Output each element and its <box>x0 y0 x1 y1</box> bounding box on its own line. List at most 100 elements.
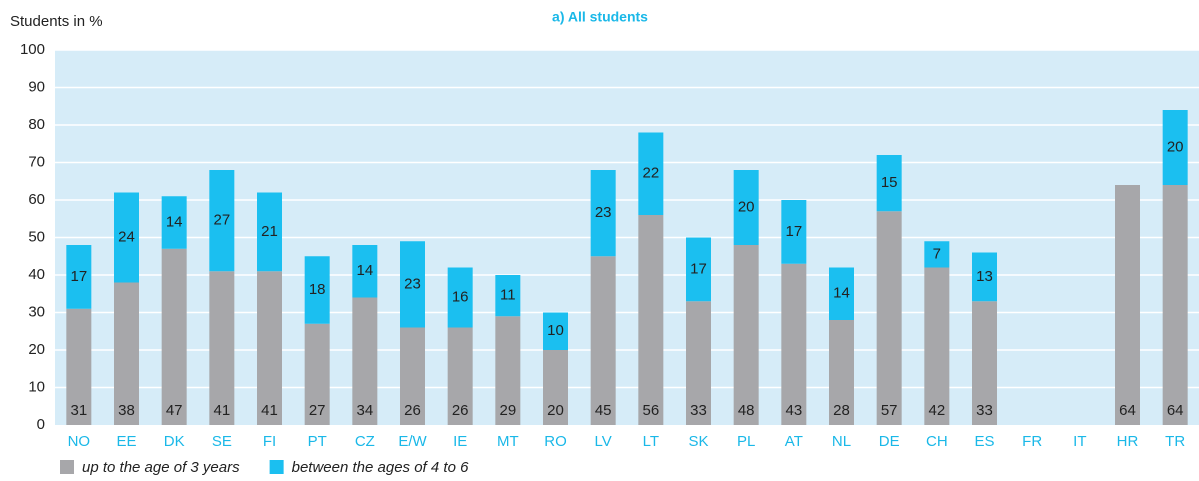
data-label: 20 <box>547 402 564 419</box>
bar-segment <box>924 241 950 268</box>
data-label: 26 <box>404 402 421 419</box>
data-label: 45 <box>595 402 612 419</box>
x-tick-label: AT <box>785 433 803 450</box>
bar-segment <box>495 275 521 317</box>
chart-title: a) All students <box>552 9 648 25</box>
y-tick-label: 40 <box>28 266 45 283</box>
x-tick-label: IT <box>1073 433 1086 450</box>
data-label: 27 <box>309 402 326 419</box>
bar-segment <box>257 192 282 272</box>
bar-segment <box>114 282 139 425</box>
data-label: 24 <box>118 228 135 245</box>
data-label: 64 <box>1167 402 1184 419</box>
legend-label: up to the age of 3 years <box>82 459 240 476</box>
data-label: 10 <box>547 322 564 339</box>
y-axis-label: Students in % <box>10 13 103 30</box>
bar-segment <box>543 350 568 425</box>
bar-segment <box>781 263 807 425</box>
bar-segment <box>590 170 616 257</box>
data-label: 57 <box>881 402 898 419</box>
data-label: 17 <box>70 268 87 285</box>
data-label: 42 <box>928 402 945 419</box>
y-tick-label: 100 <box>20 41 45 58</box>
data-label: 23 <box>404 275 421 292</box>
data-label: 28 <box>833 402 850 419</box>
x-tick-label: NL <box>832 433 851 450</box>
bar-segment <box>876 211 902 425</box>
bar-segment <box>686 301 711 425</box>
bar-segment <box>400 327 425 425</box>
x-tick-label: SE <box>212 433 232 450</box>
x-tick-label: SK <box>688 433 708 450</box>
data-label: 14 <box>356 262 373 279</box>
data-label: 14 <box>166 213 183 230</box>
bar-segment <box>161 196 187 249</box>
x-tick-label: CH <box>926 433 948 450</box>
data-label: 34 <box>356 402 373 419</box>
x-tick-label: FI <box>263 433 276 450</box>
data-label: 14 <box>833 285 850 302</box>
data-label: 33 <box>976 402 993 419</box>
bar-segment <box>829 320 854 425</box>
bar-segment <box>209 271 235 425</box>
bar-segment <box>686 237 711 302</box>
bar-segment <box>638 132 664 215</box>
bar-segment <box>972 301 997 425</box>
legend-label: between the ages of 4 to 6 <box>292 459 469 476</box>
x-tick-label: PT <box>308 433 327 450</box>
data-label: 21 <box>261 223 278 240</box>
data-label: 33 <box>690 402 707 419</box>
bar-segment <box>924 267 950 425</box>
data-label: 41 <box>261 402 278 419</box>
data-label: 13 <box>976 268 993 285</box>
bar-segment <box>733 170 759 245</box>
bar-segment <box>447 327 473 425</box>
y-tick-label: 30 <box>28 303 45 320</box>
x-tick-label: RO <box>544 433 567 450</box>
bar-segment <box>638 215 664 425</box>
x-tick-label: CZ <box>355 433 375 450</box>
bar-segment <box>972 252 997 302</box>
data-label: 22 <box>642 165 659 182</box>
data-label: 31 <box>70 402 87 419</box>
y-tick-label: 0 <box>37 416 45 433</box>
x-tick-label: FR <box>1022 433 1042 450</box>
data-label: 56 <box>642 402 659 419</box>
bar-segment <box>781 200 807 264</box>
bar-segment <box>161 248 187 425</box>
data-label: 41 <box>213 402 230 419</box>
bar-segment <box>543 312 568 350</box>
x-tick-label: MT <box>497 433 519 450</box>
x-tick-label: DE <box>879 433 900 450</box>
x-tick-label: IE <box>453 433 467 450</box>
x-tick-label: TR <box>1165 433 1185 450</box>
data-label: 20 <box>1167 138 1184 155</box>
bar-segment <box>352 245 378 298</box>
x-tick-label: PL <box>737 433 755 450</box>
legend-swatch <box>269 460 284 474</box>
bar-segment <box>1162 110 1188 185</box>
data-label: 17 <box>785 223 802 240</box>
data-label: 15 <box>881 174 898 191</box>
bar-segment <box>209 170 235 272</box>
x-tick-label: HR <box>1117 433 1139 450</box>
bar-segment <box>447 267 473 328</box>
bar-segment <box>257 271 282 425</box>
x-tick-label: EE <box>116 433 136 450</box>
data-label: 26 <box>452 402 469 419</box>
x-tick-label: E/W <box>398 433 427 450</box>
data-label: 11 <box>500 287 516 304</box>
y-tick-label: 90 <box>28 78 45 95</box>
data-label: 64 <box>1119 402 1136 419</box>
data-label: 7 <box>933 245 941 262</box>
data-label: 43 <box>785 402 802 419</box>
x-tick-label: NO <box>68 433 91 450</box>
bar-segment <box>114 192 139 283</box>
bar-segment <box>1162 185 1188 425</box>
x-tick-label: DK <box>164 433 185 450</box>
data-label: 17 <box>690 260 707 277</box>
y-tick-label: 20 <box>28 341 45 358</box>
bar-segment <box>590 256 616 425</box>
y-tick-label: 10 <box>28 378 45 395</box>
